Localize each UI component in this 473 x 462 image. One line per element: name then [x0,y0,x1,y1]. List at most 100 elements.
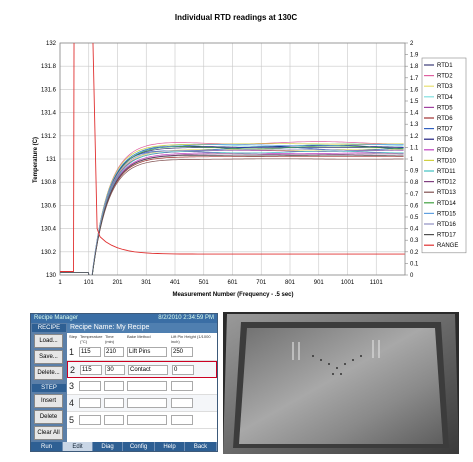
series-line-rtd5 [60,149,404,275]
delete-step-button[interactable]: Delete [34,410,63,424]
time-field[interactable]: 210 [104,347,124,357]
y2-tick-label: 0.8 [410,180,419,186]
x-tick-label: 1001 [341,280,355,286]
legend-label: RTD10 [437,158,457,164]
lift-pin-field[interactable] [171,415,193,425]
save-button[interactable]: Save... [34,350,63,364]
series-line-rtd6 [60,156,404,275]
y2-tick-label: 1.6 [410,87,419,93]
temperature-field[interactable] [79,398,101,408]
legend-label: RTD16 [437,222,457,228]
insert-button[interactable]: Insert [34,394,63,408]
x-tick-label: 1101 [370,280,384,286]
y2-tick-label: 0.3 [410,238,419,244]
rtd-chart: Individual RTD readings at 130C 130 130.2… [33,13,467,298]
lift-pin-value: 250 [173,349,184,355]
time-field[interactable] [104,415,124,425]
col-temperature: Temperature (°C) [80,334,103,344]
delete-recipe-button[interactable]: Delete... [34,366,63,380]
series-line-rtd10 [60,143,404,275]
legend-label: RTD17 [437,233,457,239]
clear-all-button[interactable]: Clear All [34,426,63,440]
series-line-range [60,43,405,272]
table-row[interactable]: 5 [67,412,217,429]
legend-box [421,57,467,254]
series-line-rtd12 [60,153,404,275]
legend-label: RTD7 [437,127,453,133]
legend-label: RANGE [437,243,458,249]
x-tick-label: 1 [58,280,62,286]
col-time: Time (min) [105,334,115,344]
time-field[interactable] [104,381,124,391]
temperature-field[interactable]: 115 [79,347,101,357]
bake-method-select[interactable]: Lift Pins [127,347,167,357]
recipe-manager-panel: Recipe Manager 8/2/2010 2:34:59 PM RECIP… [30,313,218,452]
y2-tick-label: 0.5 [410,215,419,221]
series-line-rtd9 [60,152,404,275]
hotplate-photo [223,312,459,454]
y-tick-label: 130.4 [41,227,57,233]
legend-label: RTD4 [437,95,453,101]
tab-diag[interactable]: Diag [93,442,123,451]
table-row[interactable]: 2 115 30 Contact 0 [67,361,217,378]
delete-recipe-label: Delete... [37,370,60,376]
step-number: 1 [69,347,75,357]
bake-method-select[interactable]: Contact [128,365,168,375]
y2-tick-label: 1.3 [410,122,419,128]
y2-tick-label: 1.7 [410,76,419,82]
temperature-field[interactable] [79,415,101,425]
temperature-field[interactable]: 115 [80,365,102,375]
bake-method-select[interactable] [127,415,167,425]
insert-label: Insert [40,398,56,404]
y2-tick-label: 0.6 [410,203,419,209]
temperature-field[interactable] [79,381,101,391]
time-field[interactable]: 30 [105,365,125,375]
table-row[interactable]: 4 [67,395,217,412]
y-tick-label: 131 [46,157,57,163]
legend-label: RTD1 [437,63,453,69]
time-field[interactable] [104,398,124,408]
save-label: Save... [39,354,58,360]
window-title: Recipe Manager [34,315,79,321]
tab-help[interactable]: Help [155,442,185,451]
recipe-name: Recipe Name: My Recipe [67,323,217,333]
x-tick-label: 101 [84,280,95,286]
lift-pin-field[interactable] [171,398,193,408]
lift-pin-field[interactable] [171,381,193,391]
tab-back[interactable]: Back [185,442,217,451]
load-button[interactable]: Load... [34,334,63,348]
x-tick-label: 701 [256,280,267,286]
legend-label: RTD12 [437,180,457,186]
recipe-header: RECIPE [32,324,66,332]
y-tick-label: 130.8 [41,180,57,186]
x-tick-label: 201 [112,280,123,286]
legend-label: RTD11 [437,169,456,175]
bake-method-select[interactable] [127,381,167,391]
chart-title: Individual RTD readings at 130C [175,13,297,22]
y-tick-label: 130.6 [41,203,57,209]
bake-method-select[interactable] [127,398,167,408]
col-bake-method: Bake Method [127,334,151,339]
tab-config[interactable]: Config [123,442,155,451]
step-number: 3 [69,381,75,391]
series-line-rtd11 [60,150,404,275]
series-line-rtd13 [60,158,404,275]
load-label: Load... [39,338,58,344]
tab-run[interactable]: Run [31,442,63,451]
lift-pin-field[interactable]: 0 [172,365,194,375]
y2-tick-label: 0.2 [410,250,419,256]
y-tick-label: 130.2 [41,250,57,256]
x-tick-label: 601 [227,280,238,286]
series-line-rtd4 [60,143,404,275]
series-line-rtd14 [60,145,404,275]
step-table: Step Temperature (°C) Time (min) Bake Me… [67,333,217,445]
y-tick-label: 132 [46,41,57,47]
bottom-tab-bar: Run Edit Diag Config Help Back [31,442,217,451]
y2-tick-label: 1.9 [410,53,419,59]
col-lift-pin-height: Lift Pin Height (1/1000 inch) [171,334,211,344]
tab-edit[interactable]: Edit [63,442,93,451]
lift-pin-field[interactable]: 250 [171,347,193,357]
table-row[interactable]: 3 [67,378,217,395]
y2-tick-label: 0.9 [410,169,419,175]
table-row[interactable]: 1 115 210 Lift Pins 250 [67,344,217,361]
